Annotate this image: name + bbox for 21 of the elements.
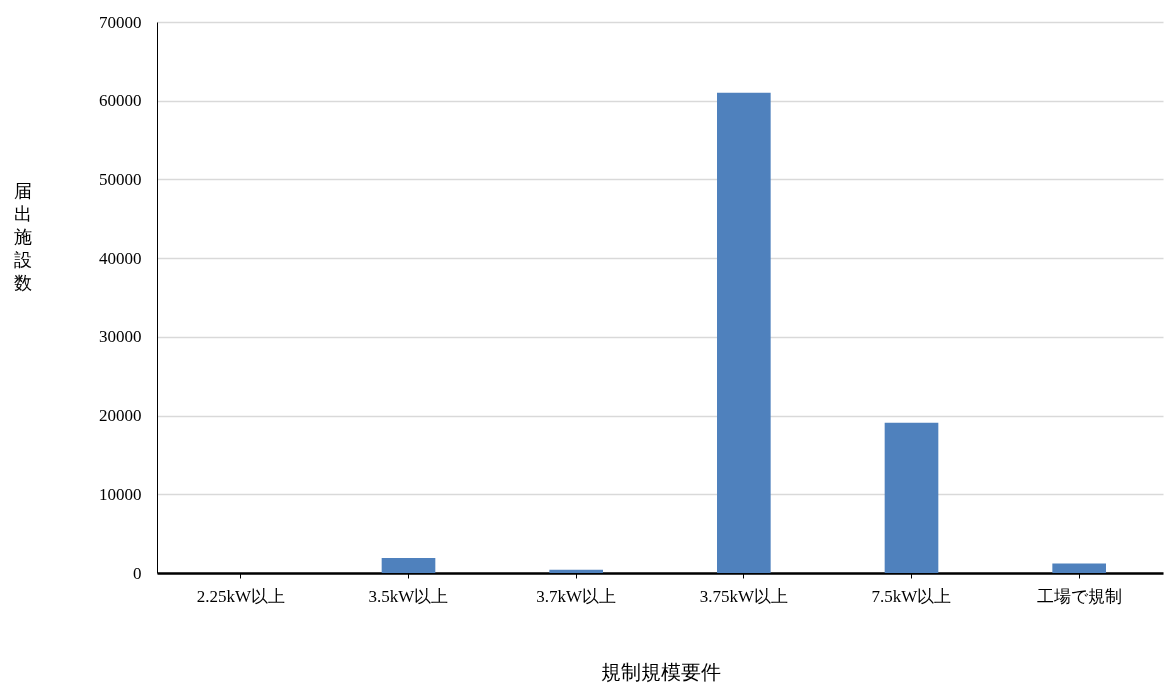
- x-tick-label: 3.5kW以上: [368, 586, 449, 606]
- bar: [884, 422, 939, 573]
- y-axis-title: 届出施設数: [13, 180, 32, 293]
- y-tick-label: 40000: [99, 248, 142, 268]
- x-tick-label: 3.7kW以上: [536, 586, 617, 606]
- x-tick-label: 工場で規制: [1036, 586, 1122, 606]
- bar: [549, 569, 603, 573]
- bar: [717, 92, 771, 573]
- x-axis-title: 規制規模要件: [600, 660, 721, 683]
- x-tick-label: 7.5kW以上: [871, 586, 952, 606]
- x-tick-label: 2.25kW以上: [196, 586, 285, 606]
- y-tick-label: 30000: [99, 327, 142, 347]
- y-tick-label: 0: [133, 563, 142, 583]
- bar: [1052, 563, 1106, 573]
- bar: [381, 558, 436, 573]
- y-tick-label: 60000: [99, 91, 142, 111]
- y-tick-label: 20000: [99, 406, 142, 426]
- y-tick-label: 10000: [99, 484, 142, 504]
- y-tick-label: 70000: [99, 12, 142, 32]
- y-tick-label: 50000: [99, 169, 142, 189]
- x-tick-label: 3.75kW以上: [699, 586, 788, 606]
